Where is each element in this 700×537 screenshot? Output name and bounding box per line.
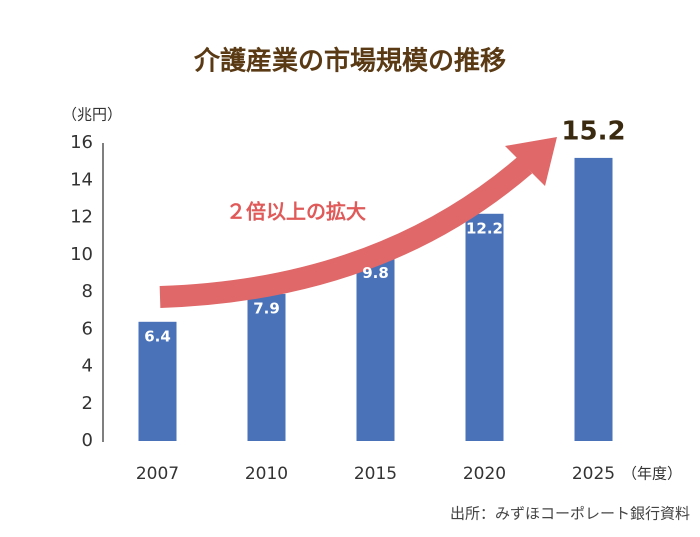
value-label: 12.2 [466, 219, 503, 237]
chart-title: 介護産業の市場規模の推移 [193, 46, 506, 77]
x-axis-label: （年度） [622, 465, 682, 483]
bar [356, 258, 395, 441]
x-tick-label: 2020 [463, 464, 506, 484]
y-tick-label: 8 [82, 281, 93, 302]
y-tick-label: 12 [70, 207, 93, 228]
y-tick-label: 6 [82, 318, 93, 339]
growth-arrow-head [505, 137, 557, 186]
x-tick-label: 2025 [572, 464, 615, 484]
y-tick-label: 4 [82, 356, 93, 377]
x-tick-label: 2010 [245, 464, 288, 484]
value-label: 15.2 [561, 116, 625, 146]
y-tick-label: 10 [70, 244, 93, 265]
value-label: 7.9 [253, 299, 280, 317]
value-label: 9.8 [362, 264, 389, 282]
bar [574, 157, 613, 441]
bar [138, 321, 177, 441]
x-tick-label: 2015 [354, 464, 397, 484]
x-tick-label: 2007 [136, 464, 179, 484]
y-tick-label: 14 [70, 169, 93, 190]
bar [247, 293, 286, 441]
annotation: ２倍以上の拡大 [226, 200, 366, 224]
y-tick-label: 2 [82, 393, 93, 414]
value-label: 6.4 [144, 327, 171, 345]
bar [465, 213, 504, 441]
y-tick-label: 0 [82, 430, 93, 451]
y-axis-label: （兆円） [62, 106, 122, 124]
y-tick-label: 16 [70, 132, 93, 153]
bar-group [138, 157, 613, 441]
growth-arrow [159, 156, 533, 308]
source-note: 出所：みずほコーポレート銀行資料 [450, 505, 690, 523]
